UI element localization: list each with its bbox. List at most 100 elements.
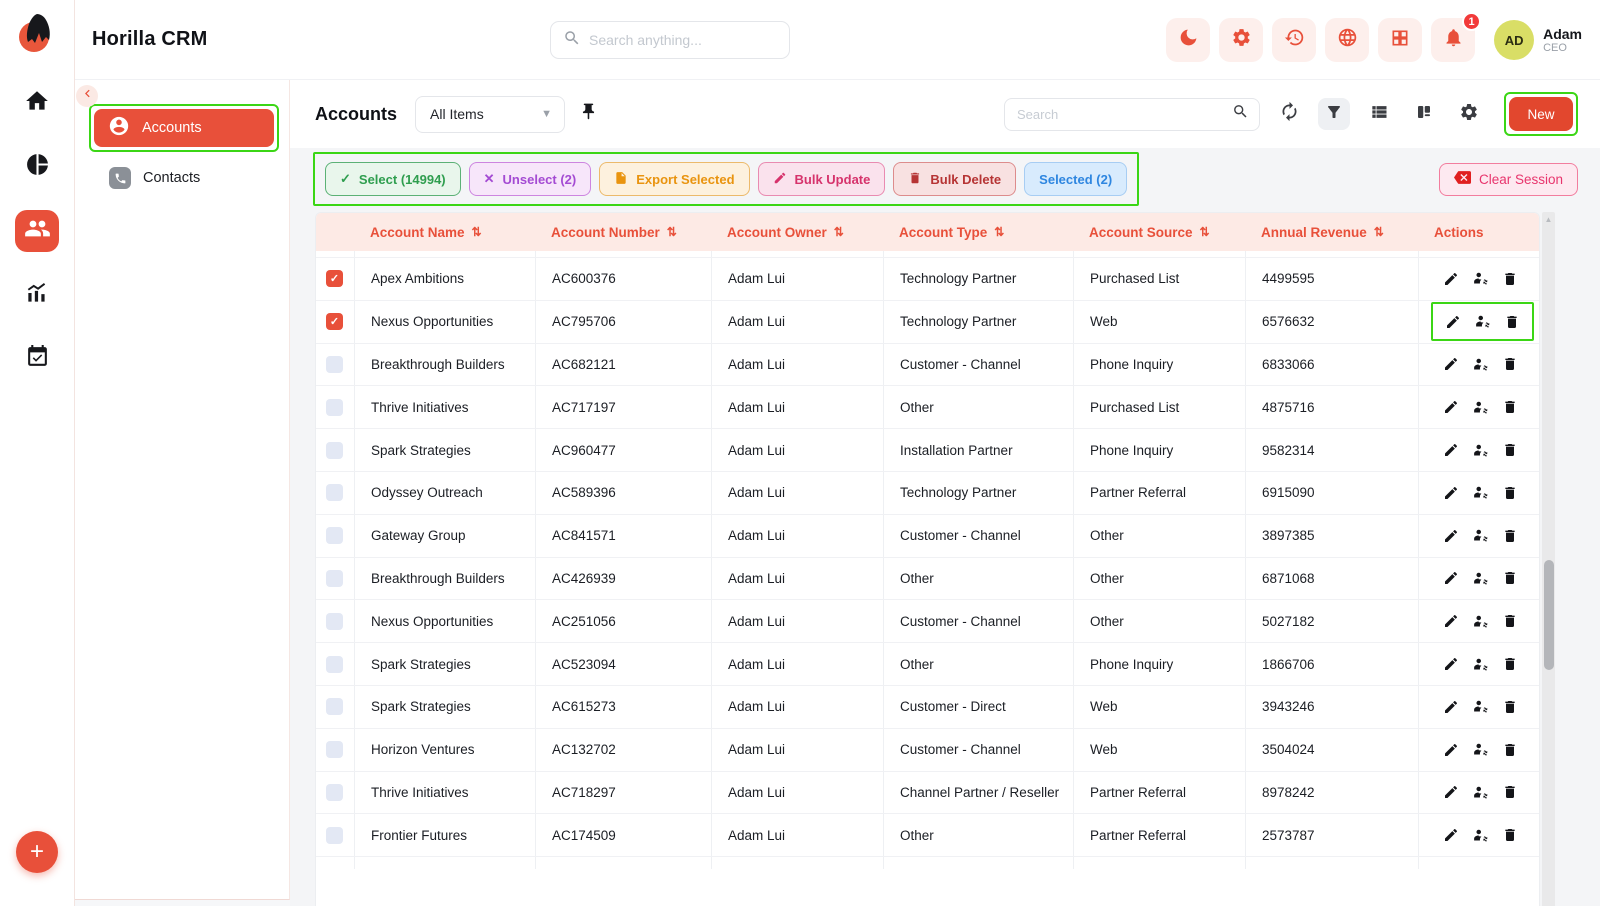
sort-icon[interactable]: ⇅ (994, 225, 1005, 239)
sort-icon[interactable]: ⇅ (1373, 225, 1384, 239)
row-checkbox[interactable] (326, 783, 343, 801)
language-button[interactable] (1325, 18, 1370, 62)
select-all-button[interactable]: ✓ Select (14994) (325, 162, 461, 196)
delete-icon[interactable] (1502, 742, 1518, 758)
vertical-scrollbar[interactable]: ▲ ▼ (1542, 212, 1555, 906)
delete-icon[interactable] (1502, 356, 1518, 372)
row-checkbox[interactable] (326, 569, 343, 587)
row-checkbox[interactable] (326, 527, 343, 545)
table-search[interactable] (1004, 97, 1260, 131)
column-header-account-type[interactable]: Account Type ⇅ (883, 225, 1073, 240)
reassign-user-icon[interactable] (1472, 270, 1489, 287)
collapse-sidebar-button[interactable] (76, 85, 98, 107)
global-search-input[interactable] (589, 32, 759, 48)
user-menu[interactable]: AD Adam CEO (1494, 20, 1582, 60)
delete-icon[interactable] (1502, 699, 1518, 715)
reassign-user-icon[interactable] (1472, 784, 1489, 801)
row-checkbox[interactable] (326, 612, 343, 630)
sort-icon[interactable]: ⇅ (1199, 225, 1210, 239)
new-button[interactable]: New (1509, 97, 1573, 131)
row-checkbox[interactable] (326, 441, 343, 459)
delete-icon[interactable] (1502, 613, 1518, 629)
selected-count-button[interactable]: Selected (2) (1024, 162, 1128, 196)
reassign-user-icon[interactable] (1472, 613, 1489, 630)
subnav-item-contacts[interactable]: Contacts (89, 162, 279, 194)
bulk-update-button[interactable]: Bulk Update (757, 162, 886, 196)
dark-mode-button[interactable] (1166, 18, 1211, 62)
sort-icon[interactable]: ⇅ (666, 225, 677, 239)
edit-icon[interactable] (1443, 742, 1459, 758)
sidebar-item-crm[interactable] (15, 210, 59, 252)
edit-icon[interactable] (1443, 827, 1459, 843)
edit-icon[interactable] (1443, 784, 1459, 800)
unselect-button[interactable]: ✕ Unselect (2) (468, 162, 592, 196)
settings-button[interactable] (1219, 18, 1264, 62)
edit-icon[interactable] (1443, 271, 1459, 287)
sidebar-item-home[interactable] (15, 82, 59, 124)
clear-session-button[interactable]: Clear Session (1438, 162, 1578, 196)
reassign-user-icon[interactable] (1472, 442, 1489, 459)
column-header-account-number[interactable]: Account Number ⇅ (535, 225, 711, 240)
add-button[interactable]: + (16, 831, 58, 873)
delete-icon[interactable] (1502, 399, 1518, 415)
reassign-user-icon[interactable] (1472, 484, 1489, 501)
delete-icon[interactable] (1502, 271, 1518, 287)
sort-icon[interactable]: ⇅ (833, 225, 844, 239)
scrollbar-thumb[interactable] (1543, 559, 1554, 670)
reassign-user-icon[interactable] (1472, 698, 1489, 715)
reassign-user-icon[interactable] (1472, 656, 1489, 673)
horilla-logo[interactable] (15, 10, 59, 54)
list-view-button[interactable] (1363, 98, 1395, 130)
sidebar-item-reports[interactable] (15, 274, 59, 316)
row-checkbox[interactable] (326, 741, 343, 759)
edit-icon[interactable] (1443, 399, 1459, 415)
edit-icon[interactable] (1443, 356, 1459, 372)
edit-icon[interactable] (1443, 442, 1459, 458)
delete-icon[interactable] (1502, 827, 1518, 843)
delete-icon[interactable] (1502, 784, 1518, 800)
row-checkbox[interactable] (326, 398, 343, 416)
sidebar-item-dashboard[interactable] (15, 146, 59, 188)
delete-icon[interactable] (1502, 656, 1518, 672)
edit-icon[interactable] (1445, 314, 1461, 330)
sort-icon[interactable]: ⇅ (471, 225, 482, 239)
edit-icon[interactable] (1443, 656, 1459, 672)
filter-button[interactable] (1318, 98, 1350, 130)
edit-icon[interactable] (1443, 613, 1459, 629)
row-checkbox[interactable] (326, 655, 343, 673)
reassign-user-icon[interactable] (1474, 313, 1491, 330)
reassign-user-icon[interactable] (1472, 399, 1489, 416)
reassign-user-icon[interactable] (1472, 570, 1489, 587)
row-checkbox[interactable] (326, 355, 343, 373)
pin-button[interactable] (579, 102, 598, 126)
row-checkbox[interactable]: ✓ (326, 270, 343, 288)
view-filter-select[interactable]: All Items ▼ (415, 95, 566, 133)
sidebar-item-activities[interactable] (15, 338, 59, 380)
history-button[interactable] (1272, 18, 1317, 62)
edit-icon[interactable] (1443, 699, 1459, 715)
bulk-delete-button[interactable]: Bulk Delete (893, 162, 1017, 196)
reassign-user-icon[interactable] (1472, 356, 1489, 373)
kanban-view-button[interactable] (1408, 98, 1440, 130)
edit-icon[interactable] (1443, 570, 1459, 586)
scroll-up-arrow[interactable]: ▲ (1544, 214, 1553, 224)
column-header-account-owner[interactable]: Account Owner ⇅ (711, 225, 883, 240)
row-checkbox[interactable] (326, 698, 343, 716)
edit-icon[interactable] (1443, 528, 1459, 544)
delete-icon[interactable] (1504, 314, 1520, 330)
row-checkbox[interactable] (326, 826, 343, 844)
delete-icon[interactable] (1502, 442, 1518, 458)
reassign-user-icon[interactable] (1472, 741, 1489, 758)
refresh-button[interactable] (1273, 98, 1305, 130)
row-checkbox[interactable]: ✓ (326, 313, 343, 331)
delete-icon[interactable] (1502, 485, 1518, 501)
table-search-input[interactable] (1017, 106, 1217, 122)
notifications-button[interactable]: 1 (1431, 12, 1482, 62)
delete-icon[interactable] (1502, 570, 1518, 586)
row-checkbox[interactable] (326, 484, 343, 502)
edit-icon[interactable] (1443, 485, 1459, 501)
subnav-item-accounts[interactable]: Accounts (94, 109, 274, 147)
column-header-account-name[interactable]: Account Name ⇅ (354, 225, 535, 240)
table-settings-button[interactable] (1453, 98, 1485, 130)
global-search[interactable] (550, 21, 790, 59)
